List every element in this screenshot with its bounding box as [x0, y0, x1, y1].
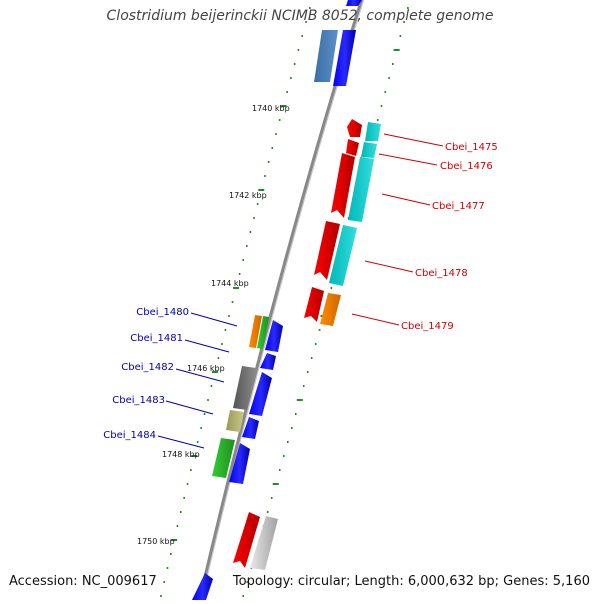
gene-cbei-1475-cyan — [365, 122, 381, 141]
topology-text: Topology: circular; Length: 6,000,632 bp… — [232, 574, 590, 589]
label-cbei-1478[interactable]: Cbei_1478 — [415, 268, 468, 279]
label-cbei-1476[interactable]: Cbei_1476 — [440, 161, 493, 172]
gene-feature — [192, 573, 213, 600]
connector-cbei-1483 — [165, 400, 214, 415]
gene-feature — [314, 30, 338, 82]
connector-cbei-1478 — [364, 260, 414, 273]
gene-cbei-1477-red — [331, 153, 355, 218]
connector-cbei-1482 — [175, 368, 225, 383]
gene-feature — [233, 512, 260, 568]
label-cbei-1481[interactable]: Cbei_1481 — [130, 333, 183, 344]
label-cbei-1484[interactable]: Cbei_1484 — [103, 430, 156, 441]
connector-cbei-1481 — [184, 339, 230, 353]
connector-cbei-1477 — [381, 193, 431, 206]
gene-features — [192, 0, 381, 600]
gene-cbei-1476-cyan — [361, 142, 377, 158]
scale-ticks-inner — [160, 7, 311, 597]
label-cbei-1480[interactable]: Cbei_1480 — [136, 307, 189, 318]
gene-cbei-1480-blue — [265, 320, 283, 352]
label-connectors — [157, 133, 444, 449]
label-cbei-1479[interactable]: Cbei_1479 — [401, 321, 454, 332]
scale-label-1750: 1750 kbp — [137, 537, 175, 546]
gene-cbei-1481-blue — [260, 353, 276, 370]
map-title: Clostridium beijerinckii NCIMB 8052, com… — [106, 8, 494, 24]
label-cbei-1477[interactable]: Cbei_1477 — [432, 201, 485, 212]
gene-cbei-1475-red — [347, 119, 362, 137]
gene-cbei-1483-olive — [226, 410, 244, 432]
connector-cbei-1475 — [383, 133, 444, 147]
gene-cbei-1477-cyan — [348, 157, 374, 222]
scale-labels: 1740 kbp 1742 kbp 1744 kbp 1746 kbp 1748… — [137, 104, 290, 546]
connector-cbei-1476 — [378, 153, 438, 166]
gene-cbei-1484-blue — [229, 443, 250, 484]
scale-ticks-outer — [242, 7, 409, 597]
connector-cbei-1484 — [157, 435, 205, 449]
label-cbei-1482[interactable]: Cbei_1482 — [121, 362, 174, 373]
gene-cbei-1478-red — [314, 221, 340, 280]
connector-cbei-1480 — [190, 312, 238, 327]
gene-cbei-1484-green — [212, 438, 235, 478]
gene-cbei-1478-cyan — [329, 225, 357, 286]
gene-cbei-1483-blue — [242, 417, 259, 439]
label-cbei-1475[interactable]: Cbei_1475 — [445, 142, 498, 153]
gene-cbei-1479-orange — [320, 293, 341, 326]
scale-label-1742: 1742 kbp — [229, 191, 267, 200]
gene-cbei-1482-blue — [249, 372, 272, 416]
label-cbei-1483[interactable]: Cbei_1483 — [112, 395, 165, 406]
scale-label-1744: 1744 kbp — [211, 279, 249, 288]
gene-cbei-1480-orange — [249, 315, 262, 348]
scale-label-1748: 1748 kbp — [162, 450, 200, 459]
gene-labels-left: Cbei_1480 Cbei_1481 Cbei_1482 Cbei_1483 … — [103, 307, 189, 441]
gene-cbei-1476-red — [346, 139, 359, 156]
scale-label-1740: 1740 kbp — [252, 104, 290, 113]
gene-feature — [250, 516, 278, 570]
scale-label-1746: 1746 kbp — [187, 364, 225, 373]
accession-text: Accession: NC_009617 — [9, 574, 157, 589]
gene-labels-right: Cbei_1475 Cbei_1476 Cbei_1477 Cbei_1478 … — [401, 142, 498, 332]
gene-cbei-1480-green — [257, 316, 269, 349]
gene-feature — [333, 30, 356, 86]
gene-feature — [346, 0, 362, 6]
connector-cbei-1479 — [351, 313, 400, 326]
gene-cbei-1479-red — [304, 287, 324, 322]
gene-cbei-1482-gray — [233, 366, 256, 410]
